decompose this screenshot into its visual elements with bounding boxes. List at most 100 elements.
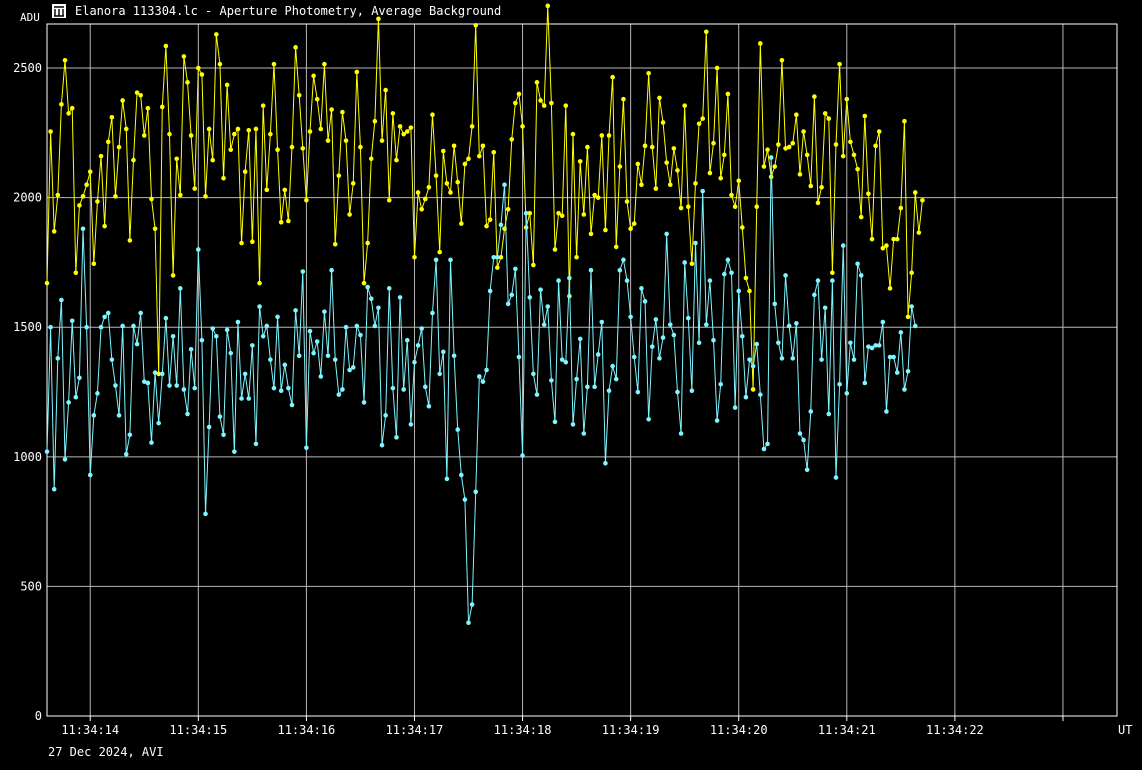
data-point xyxy=(808,183,814,189)
data-point xyxy=(624,199,630,204)
data-point xyxy=(689,261,695,267)
data-point xyxy=(664,231,669,237)
data-point xyxy=(628,226,633,232)
data-point xyxy=(880,319,886,325)
data-series xyxy=(44,3,925,625)
data-point xyxy=(779,356,785,361)
data-point xyxy=(722,152,727,158)
data-point xyxy=(477,374,482,379)
data-point xyxy=(188,133,194,138)
data-point xyxy=(412,254,417,260)
data-point xyxy=(433,257,439,263)
data-point xyxy=(314,339,320,344)
data-point xyxy=(98,324,104,330)
plot-frame xyxy=(46,23,1118,717)
data-point xyxy=(617,267,623,273)
data-point xyxy=(419,207,424,212)
data-point xyxy=(156,371,161,377)
data-point xyxy=(711,140,716,146)
data-point xyxy=(206,424,212,430)
data-point xyxy=(196,65,201,71)
y-tick-label: 2000 xyxy=(13,191,42,205)
data-point xyxy=(105,139,111,145)
data-point xyxy=(102,223,107,229)
data-point xyxy=(174,383,179,388)
data-point xyxy=(250,239,255,245)
data-point xyxy=(628,314,633,320)
data-point xyxy=(293,308,298,313)
data-point xyxy=(631,221,637,226)
data-point xyxy=(221,175,226,181)
data-point xyxy=(822,111,828,116)
data-point xyxy=(329,267,334,273)
data-point xyxy=(848,139,853,145)
data-point xyxy=(304,445,309,451)
data-point xyxy=(159,104,165,110)
data-point xyxy=(740,334,745,339)
data-point xyxy=(905,368,911,374)
data-point xyxy=(480,143,486,149)
data-point xyxy=(109,115,115,120)
data-point xyxy=(440,349,446,355)
data-point xyxy=(484,223,489,229)
data-point xyxy=(912,190,918,195)
data-point xyxy=(286,218,291,224)
y-tick-labels: 0 500 1000 1500 2000 2500 xyxy=(13,61,42,723)
data-point xyxy=(718,175,724,181)
y-tick-label: 500 xyxy=(20,579,42,593)
data-point xyxy=(257,280,262,286)
data-point xyxy=(693,181,698,186)
data-point xyxy=(379,442,385,448)
data-point xyxy=(790,356,796,361)
data-point xyxy=(772,164,778,169)
data-point xyxy=(491,149,497,155)
data-point xyxy=(80,194,86,199)
data-point xyxy=(199,337,205,343)
data-point xyxy=(87,169,93,175)
data-point xyxy=(473,22,479,28)
data-point xyxy=(527,295,533,300)
data-point xyxy=(462,497,468,502)
data-point xyxy=(743,275,749,281)
data-point xyxy=(876,129,882,134)
data-point xyxy=(77,203,82,208)
data-point xyxy=(141,133,147,138)
data-point xyxy=(214,334,219,339)
data-point xyxy=(812,292,817,298)
data-point xyxy=(520,453,525,458)
data-point xyxy=(736,288,742,294)
data-point xyxy=(62,457,68,462)
data-point xyxy=(657,356,662,361)
data-point xyxy=(703,322,709,327)
data-point xyxy=(318,374,324,379)
data-point xyxy=(376,16,381,22)
data-point xyxy=(808,409,814,414)
data-point xyxy=(786,323,792,329)
data-point xyxy=(123,126,129,132)
data-point xyxy=(289,402,295,408)
data-point xyxy=(217,61,223,67)
data-point xyxy=(657,95,662,101)
data-point xyxy=(513,266,518,272)
data-point xyxy=(455,179,461,185)
data-point xyxy=(516,91,522,97)
data-point xyxy=(87,472,93,478)
data-point xyxy=(866,344,871,349)
data-point xyxy=(736,178,742,184)
data-point xyxy=(646,70,651,76)
data-point xyxy=(815,278,821,283)
data-point xyxy=(783,273,788,278)
data-point xyxy=(603,461,608,466)
data-point xyxy=(567,275,572,281)
data-point xyxy=(531,371,536,377)
data-point xyxy=(332,357,338,362)
data-point xyxy=(761,164,767,169)
data-point xyxy=(667,182,673,187)
data-point xyxy=(120,98,125,103)
data-point xyxy=(448,257,453,263)
series-1 xyxy=(44,155,918,625)
data-point xyxy=(783,146,788,151)
data-point xyxy=(678,431,684,436)
data-point xyxy=(422,196,428,202)
data-point xyxy=(412,359,417,365)
